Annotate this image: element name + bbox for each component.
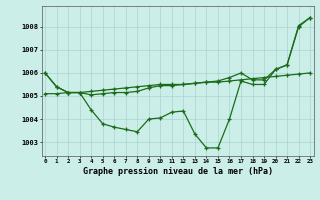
X-axis label: Graphe pression niveau de la mer (hPa): Graphe pression niveau de la mer (hPa) — [83, 167, 273, 176]
